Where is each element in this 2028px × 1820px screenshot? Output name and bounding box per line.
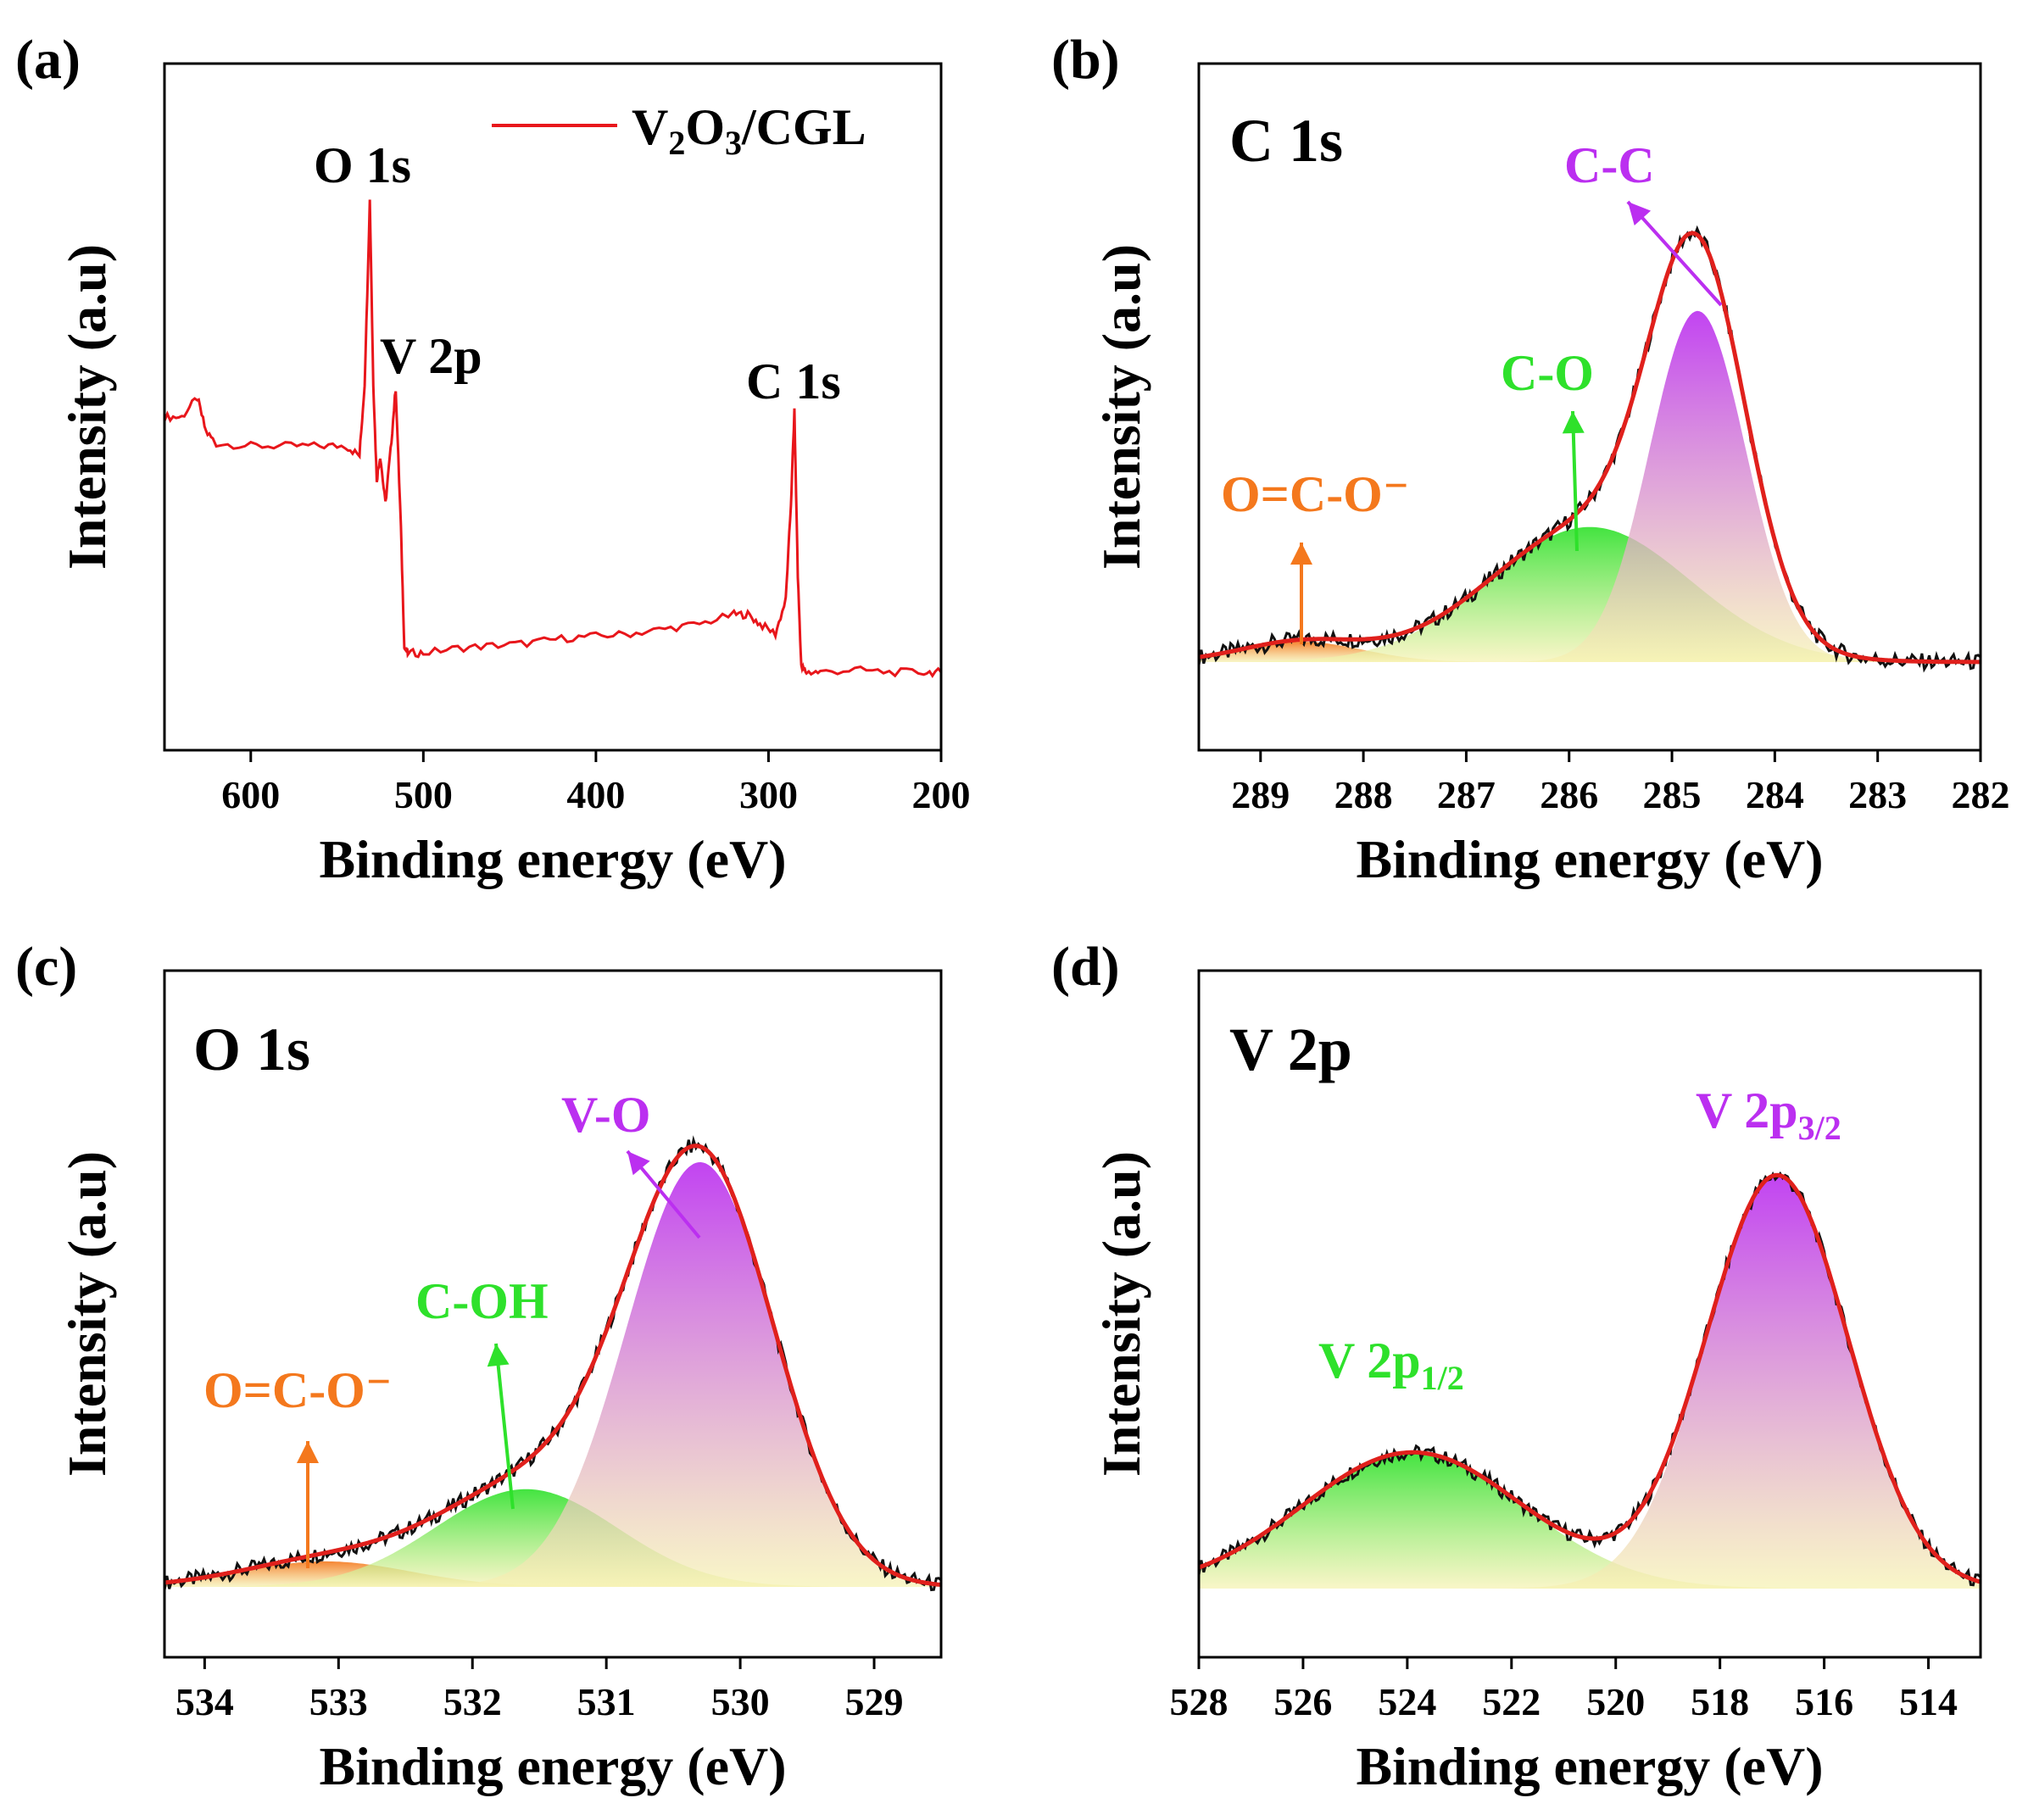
envelope-fit-line	[164, 1144, 941, 1587]
x-tick-label: 526	[1273, 1680, 1332, 1723]
x-tick-label: 524	[1378, 1680, 1436, 1723]
panel-label: (d)	[1051, 936, 1120, 998]
panel-a: (a) Intensity (a.u) Binding energy (eV) 600…	[15, 29, 971, 889]
x-axis-label: Binding energy (eV)	[319, 1736, 786, 1796]
panel-label: (c)	[15, 936, 77, 998]
x-tick-label: 533	[309, 1680, 368, 1723]
legend-label: V2O3/CGL	[632, 99, 866, 162]
component-label: V 2p3/2	[1696, 1083, 1841, 1147]
panel-d: (d) Intensity (a.u) Binding energy (eV) 528…	[1051, 936, 1982, 1796]
envelope-fit-line	[1199, 1172, 1981, 1584]
component-label: O=C-O⁻	[1221, 466, 1410, 522]
x-tick-label: 528	[1170, 1680, 1228, 1723]
plot-area	[1199, 1171, 1981, 1589]
y-axis-label: Intensity (a.u)	[1091, 244, 1151, 570]
component-arrowhead	[1628, 202, 1652, 226]
x-tick-label: 531	[577, 1680, 636, 1723]
plot-area	[164, 199, 941, 679]
fit-component-area	[1199, 1452, 1981, 1589]
component-arrowhead	[1290, 543, 1312, 565]
component-arrow	[1626, 200, 1723, 307]
panel-label: (b)	[1051, 29, 1120, 91]
axes-frame	[163, 969, 943, 1659]
panel-b: (b) Intensity (a.u) Binding energy (eV) 289…	[1051, 29, 2010, 889]
plot-area	[1199, 225, 1981, 673]
component-label: C-O	[1501, 345, 1594, 401]
component-arrowhead	[1562, 411, 1585, 434]
fit-component-area	[1199, 1176, 1981, 1589]
y-axis-label: Intensity (a.u)	[57, 1151, 117, 1477]
component-arrow	[1571, 410, 1579, 552]
peak-label: O 1s	[314, 137, 411, 193]
x-tick-label: 514	[1899, 1680, 1958, 1723]
x-tick-label: 532	[443, 1680, 502, 1723]
x-tick-label: 530	[711, 1680, 770, 1723]
envelope-fit-line	[1199, 231, 1981, 665]
panel-label: (a)	[15, 29, 81, 91]
axes-frame	[163, 62, 943, 752]
x-axis-label: Binding energy (eV)	[1356, 829, 1823, 889]
x-tick-label: 516	[1795, 1680, 1853, 1723]
fit-component-area	[164, 1162, 941, 1587]
x-tick-label: 282	[1952, 773, 2010, 816]
inset-title: C 1s	[1229, 107, 1343, 175]
x-tick-label: 285	[1643, 773, 1702, 816]
x-tick-label: 520	[1586, 1680, 1645, 1723]
axes-frame	[1197, 62, 1982, 752]
x-axis-label: Binding energy (eV)	[1356, 1736, 1823, 1796]
inset-title: O 1s	[193, 1016, 310, 1083]
y-axis-label: Intensity (a.u)	[1091, 1151, 1151, 1477]
component-label: V 2p1/2	[1318, 1333, 1464, 1397]
x-tick-label: 289	[1231, 773, 1290, 816]
component-label: C-OH	[415, 1273, 549, 1329]
x-tick-label: 286	[1540, 773, 1598, 816]
x-tick-label: 534	[176, 1680, 234, 1723]
component-arrowhead	[487, 1344, 510, 1367]
component-label: C-C	[1564, 137, 1655, 193]
x-tick-label: 284	[1746, 773, 1804, 816]
x-tick-label: 500	[394, 773, 453, 816]
x-tick-label: 283	[1848, 773, 1907, 816]
component-label: O=C-O⁻	[203, 1362, 393, 1418]
peak-label: C 1s	[746, 353, 841, 409]
x-tick-label: 600	[221, 773, 280, 816]
panel-c: (c) Intensity (a.u) Binding energy (eV) 534…	[15, 936, 943, 1796]
x-tick-label: 200	[912, 773, 971, 816]
component-label: V-O	[561, 1087, 651, 1143]
component-arrowhead	[627, 1151, 650, 1176]
peak-label: V 2p	[380, 328, 482, 384]
component-arrowhead	[297, 1441, 319, 1463]
component-arrow	[494, 1343, 515, 1510]
y-axis-label: Intensity (a.u)	[57, 244, 117, 570]
x-tick-label: 518	[1691, 1680, 1749, 1723]
plot-area	[164, 1135, 941, 1592]
x-tick-label: 300	[739, 773, 798, 816]
axes-frame	[1197, 969, 1982, 1659]
survey-spectrum-line	[164, 199, 941, 679]
x-tick-label: 287	[1437, 773, 1496, 816]
x-tick-label: 529	[845, 1680, 904, 1723]
x-tick-label: 522	[1482, 1680, 1540, 1723]
x-tick-label: 288	[1334, 773, 1393, 816]
x-tick-label: 400	[566, 773, 625, 816]
x-axis-label: Binding energy (eV)	[319, 829, 786, 889]
inset-title: V 2p	[1229, 1016, 1352, 1083]
fit-component-area	[1199, 526, 1981, 662]
